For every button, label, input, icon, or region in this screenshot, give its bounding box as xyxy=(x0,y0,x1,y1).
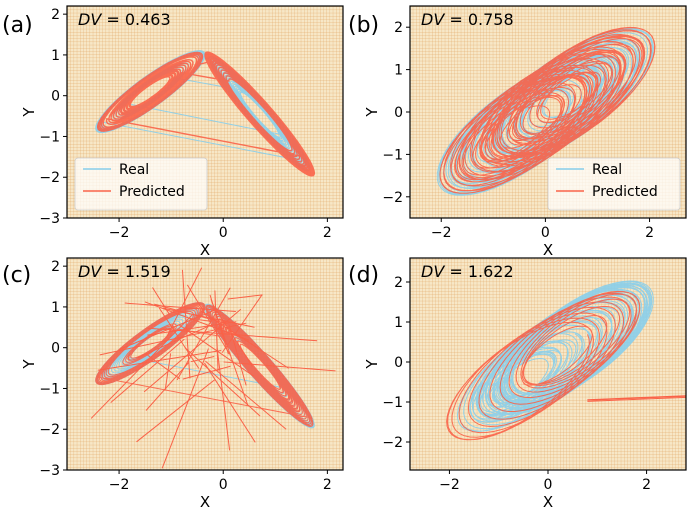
xtick-label: 0 xyxy=(219,477,228,493)
y-axis-label: Y xyxy=(20,359,38,370)
xtick-label: 0 xyxy=(219,225,228,241)
y-axis-label: Y xyxy=(363,359,381,370)
ytick-label: −2 xyxy=(382,435,403,451)
xtick-label: −2 xyxy=(431,225,452,241)
panel-label: (b) xyxy=(348,13,379,38)
spike-1 xyxy=(162,307,255,328)
ytick-label: 2 xyxy=(51,259,60,275)
xtick-label: 0 xyxy=(541,225,550,241)
ytick-label: −2 xyxy=(39,422,60,438)
ytick-label: 0 xyxy=(51,341,60,357)
xtick-label: 2 xyxy=(642,477,651,493)
spike-28 xyxy=(145,353,181,380)
ytick-label: −1 xyxy=(39,129,60,145)
spike-7 xyxy=(182,365,231,380)
panel-a: −2 0 2 −3 −2 −1 0 1 2 X Y (a) DV = 0.463 Real Predicte… xyxy=(2,5,344,259)
spike-32 xyxy=(212,305,253,367)
panel-c: −2 0 2 −3 −2 −1 0 1 2 X Y (c) DV = 1.519 xyxy=(2,257,344,507)
legend-label: Predicted xyxy=(592,184,658,200)
xtick-label: 2 xyxy=(323,477,332,493)
ytick-label: 2 xyxy=(394,275,403,291)
ytick-label: −1 xyxy=(39,381,60,397)
ytick-label: −2 xyxy=(39,170,60,186)
spike-13 xyxy=(184,347,261,417)
spike-39 xyxy=(161,348,209,469)
x-axis-label: X xyxy=(200,493,210,507)
ytick-label: −1 xyxy=(382,147,403,163)
dv-annotation: DV = 1.519 xyxy=(78,262,171,281)
spike-19 xyxy=(190,356,215,363)
spike-8 xyxy=(110,338,185,403)
xtick-label: 2 xyxy=(645,225,654,241)
legend-label: Real xyxy=(592,162,622,178)
ytick-label: −1 xyxy=(382,395,403,411)
y-axis-label: Y xyxy=(20,107,38,118)
legend: Real Predicted xyxy=(547,157,681,211)
y-axis-label: Y xyxy=(363,107,381,118)
ytick-label: −2 xyxy=(382,190,403,206)
ytick-label: 1 xyxy=(51,48,60,64)
spike-35 xyxy=(164,353,172,391)
ytick-label: −3 xyxy=(39,211,60,227)
series-predicted-a xyxy=(97,51,316,177)
xtick-label: 0 xyxy=(544,477,553,493)
spike-36 xyxy=(99,322,247,356)
spike-27 xyxy=(152,287,170,315)
spike-34 xyxy=(178,324,254,377)
ytick-label: 1 xyxy=(394,315,403,331)
x-axis-label: X xyxy=(200,241,210,259)
ytick-label: 2 xyxy=(394,20,403,36)
spike-29 xyxy=(227,294,263,300)
spike-30 xyxy=(176,287,231,381)
legend-label: Real xyxy=(119,162,149,178)
dv-annotation: DV = 0.463 xyxy=(78,10,171,29)
series-predicted-d xyxy=(446,290,641,441)
axes-frame-a xyxy=(66,5,344,219)
legend: Real Predicted xyxy=(74,157,208,211)
ytick-label: 0 xyxy=(394,355,403,371)
panel-b: −2 0 2 −2 −1 0 1 2 X Y (b) DV = 0.758 Real Predicted xyxy=(348,5,687,259)
x-axis-label: X xyxy=(543,493,553,507)
spike-3 xyxy=(587,395,686,401)
spike-0 xyxy=(587,396,686,402)
legend-label: Predicted xyxy=(119,184,185,200)
spike-12 xyxy=(216,347,231,451)
ytick-label: −3 xyxy=(39,463,60,479)
ytick-label: 1 xyxy=(394,63,403,79)
panel-label: (a) xyxy=(2,13,33,38)
axes-frame-c xyxy=(66,257,344,471)
spike-9 xyxy=(223,361,336,372)
xtick-label: −2 xyxy=(439,477,460,493)
series-real-d xyxy=(456,280,654,433)
panel-label: (c) xyxy=(2,263,31,288)
xtick-label: 2 xyxy=(323,225,332,241)
panel-d: −2 0 2 −2 −1 0 1 2 X Y (d) DV = 1.622 xyxy=(348,257,687,507)
ytick-label: 1 xyxy=(51,300,60,316)
spike-33 xyxy=(204,362,256,443)
ytick-label: 0 xyxy=(394,105,403,121)
xtick-label: −2 xyxy=(109,477,130,493)
spike-3 xyxy=(205,360,287,430)
spike-15 xyxy=(136,379,215,443)
x-axis-label: X xyxy=(543,241,553,259)
ytick-label: 0 xyxy=(51,89,60,105)
spike-11 xyxy=(214,290,219,372)
spike-37 xyxy=(209,294,229,355)
spike-20 xyxy=(165,267,203,339)
xtick-label: −2 xyxy=(109,225,130,241)
panel-label: (d) xyxy=(348,263,379,288)
spike-18 xyxy=(147,321,237,336)
spike-25 xyxy=(153,303,226,324)
spike-10 xyxy=(186,284,231,356)
spike-16 xyxy=(145,362,190,411)
ytick-label: 2 xyxy=(51,7,60,23)
dv-annotation: DV = 1.622 xyxy=(421,262,514,281)
spike-38 xyxy=(158,307,200,369)
dv-annotation: DV = 0.758 xyxy=(421,10,514,29)
series-predicted-b xyxy=(439,26,656,194)
spike-31 xyxy=(136,323,213,359)
